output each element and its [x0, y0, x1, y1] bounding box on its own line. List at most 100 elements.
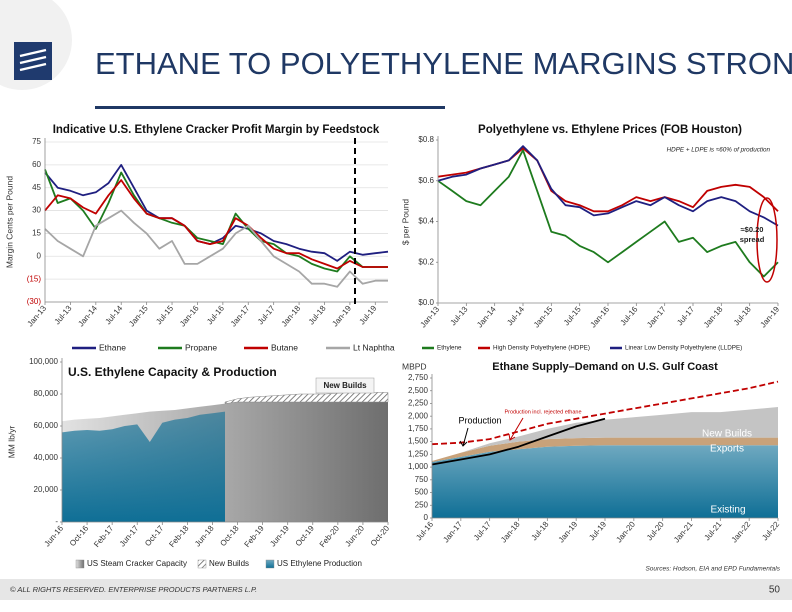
x-tick-label: Jul-14: [505, 304, 526, 327]
line: [44, 209, 388, 288]
y-tick-label: $0.2: [418, 257, 434, 266]
footer-bar: [0, 579, 792, 600]
x-tick-label: Jul-21: [703, 519, 724, 542]
x-tick-label: Jan-14: [475, 304, 498, 329]
x-tick-label: Jan-18: [280, 303, 303, 328]
y-tick-label: 75: [32, 137, 41, 146]
x-tick-label: Jun-19: [268, 523, 291, 548]
chart: 0 250 500 750 1,000 1,250 1,500 1,750 2,000 2,250…: [402, 361, 781, 544]
y-tick-label: 1,250: [408, 449, 429, 458]
x-tick-label: Jan-16: [178, 303, 201, 328]
title-underline: [95, 106, 445, 109]
x-tick-label: Jan-15: [532, 304, 555, 329]
annotation: ≈$0.20: [741, 225, 764, 234]
legend-label: Propane: [185, 342, 217, 352]
x-tick-label: Jan-16: [589, 304, 612, 329]
area: [224, 392, 389, 404]
line: [44, 179, 388, 270]
x-tick-label: Oct-19: [294, 523, 317, 548]
x-tick-label: Jan-18: [499, 519, 522, 544]
x-tick-label: Jul-18: [732, 304, 753, 327]
annotation: HDPE + LDPE is ≈60% of production: [667, 147, 771, 154]
y-tick-label: 250: [415, 500, 429, 509]
series-label: Exports: [710, 444, 744, 455]
area: [432, 437, 778, 462]
x-tick-label: Jul-13: [53, 303, 74, 326]
y-tick-label: 2,500: [408, 386, 429, 395]
logo-stripes: [19, 48, 47, 72]
y-tick-label: 80,000: [34, 389, 59, 398]
y-tick-label: (15): [27, 274, 42, 283]
x-tick-label: Jan-13: [26, 303, 49, 328]
y-tick-label: 20,000: [34, 485, 59, 494]
copyright: © ALL RIGHTS RESERVED. ENTERPRISE PRODUC…: [10, 585, 257, 594]
x-tick-label: Jun-20: [343, 523, 366, 548]
y-tick-label: 750: [415, 475, 429, 484]
area: [432, 445, 778, 518]
y-tick-label: 2,250: [408, 399, 429, 408]
arrow: [459, 427, 469, 447]
x-tick-label: Jul-14: [103, 303, 124, 326]
line: [431, 380, 779, 446]
legend-label: US Steam Cracker Capacity: [87, 559, 187, 568]
page-number: 50: [769, 585, 781, 596]
chart-title: Ethane Supply–Demand on U.S. Gulf Coast: [492, 361, 718, 373]
chart: $0.0 $0.2 $0.4 $0.6 $0.8 $ per Pound Jan-13 Jul…: [400, 124, 781, 352]
y-tick-label: 0: [424, 513, 429, 522]
x-tick-label: Jan-15: [127, 303, 150, 328]
x-tick-label: Jul-17: [675, 304, 696, 327]
highlight: [756, 197, 778, 283]
x-tick-label: Jul-15: [562, 304, 583, 327]
y-tick-label: 45: [32, 183, 41, 192]
legend-swatch: [197, 559, 207, 569]
x-tick-label: Oct-20: [369, 523, 392, 548]
x-tick-label: Oct-16: [68, 523, 91, 548]
x-tick-label: Jan-21: [672, 519, 695, 544]
x-tick-label: Jul-16: [205, 303, 226, 326]
x-tick-label: Jan-17: [441, 519, 464, 544]
area: [432, 407, 778, 461]
y-axis-label: MM lb/yr: [6, 426, 16, 459]
legend-label: US Ethylene Production: [277, 559, 362, 568]
arrow: [508, 417, 524, 441]
y-tick-label: 40,000: [34, 453, 59, 462]
legend-swatch: [75, 559, 85, 569]
title-box: [64, 363, 288, 383]
legend-label: Butane: [271, 342, 298, 352]
y-tick-label: $0.6: [418, 176, 434, 185]
y-tick-label: (30): [27, 297, 42, 306]
chart-title: U.S. Ethylene Capacity & Production: [68, 365, 277, 379]
x-tick-label: Jan-22: [730, 519, 753, 544]
area: [62, 411, 225, 522]
x-tick-label: Jul-20: [645, 519, 666, 542]
y-tick-label: 1,750: [408, 424, 429, 433]
y-tick-label: $0.4: [418, 217, 434, 226]
legend-swatch: [265, 559, 275, 569]
x-tick-label: Jun-18: [193, 523, 216, 548]
slide-title: ETHANE TO POLYETHYLENE MARGINS STRONG: [95, 46, 792, 81]
annotation-box: [315, 377, 375, 394]
x-tick-label: Jul-16: [414, 519, 435, 542]
chart-title: Polyethylene vs. Ethylene Prices (FOB Ho…: [478, 124, 742, 136]
y-tick-label: 0: [37, 251, 42, 260]
sources: Sources: Hodson, EIA and EPD Fundamental…: [645, 566, 780, 573]
x-tick-label: Jan-14: [76, 303, 99, 328]
y-tick-label: $0.8: [418, 135, 434, 144]
y-tick-label: 15: [32, 229, 41, 238]
chart-title: Indicative U.S. Ethylene Cracker Profit …: [53, 124, 380, 136]
x-tick-label: Jan-19: [557, 519, 580, 544]
x-tick-label: Jul-19: [358, 303, 379, 326]
x-tick-label: Feb-17: [92, 523, 116, 549]
y-tick-label: 500: [415, 488, 429, 497]
y-tick-label: 1,000: [408, 462, 429, 471]
series-label: New Builds: [702, 429, 752, 440]
x-tick-label: Jul-15: [154, 303, 175, 326]
y-tick-label: 100,000: [29, 357, 58, 366]
x-tick-label: Feb-20: [318, 523, 342, 549]
legend-label: Ethylene: [437, 345, 462, 352]
legend-label: New Builds: [209, 559, 249, 568]
chart: (30) (15) 0 15 30 45 60 75 Margin Cents per Poun…: [4, 124, 395, 352]
